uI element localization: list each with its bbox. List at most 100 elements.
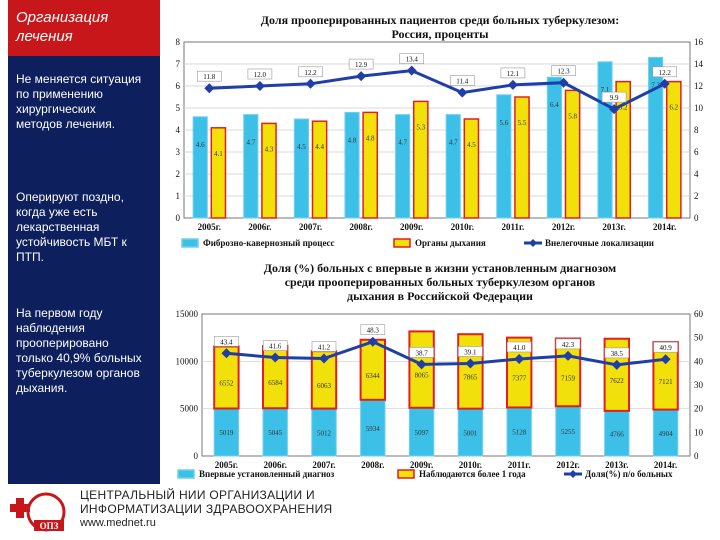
bar-observed-over-year — [359, 338, 387, 401]
bar-label-fibro: 4.6 — [196, 141, 205, 149]
x-tick-label: 2010г. — [451, 222, 474, 232]
x-tick-label: 2006г. — [248, 222, 271, 232]
bar-observed-over-year — [554, 337, 582, 408]
line-label-box — [449, 75, 475, 86]
x-tick-label: 2009г. — [410, 460, 433, 470]
line-label-box — [399, 53, 424, 64]
sidebar-panel: Организация лечения Не меняется ситуация… — [8, 0, 160, 484]
bar-label-respiratory: 4.4 — [315, 143, 324, 151]
line-point-label: 40.9 — [659, 344, 672, 352]
line-point — [221, 348, 232, 359]
x-tick-label: 2008г. — [349, 222, 372, 232]
y-tick-label: 15000 — [176, 309, 199, 319]
bar-fibro-cavernous — [496, 94, 512, 219]
legend-series-0-label: Впервые установленный диагноз — [199, 469, 335, 479]
bar-respiratory — [564, 89, 581, 219]
bar-respiratory — [615, 80, 632, 219]
chart-new-diagnosis-share: Доля (%) больных с впервые в жизни устан… — [176, 261, 704, 479]
line-point — [659, 78, 670, 89]
bar-label-new-diagnosis: 5934 — [366, 425, 381, 433]
chart-title: Доля (%) больных с впервые в жизни устан… — [264, 261, 616, 303]
y2-tick-label: 10 — [694, 427, 704, 437]
y-tick-label: 4 — [176, 125, 181, 135]
line-point-label: 9.9 — [610, 94, 619, 102]
line-point-label: 12.3 — [557, 68, 570, 76]
legend-series-2-label: Внелегочные локализации — [545, 238, 654, 248]
y2-tick-label: 10 — [694, 103, 704, 113]
bar-new-diagnosis — [652, 409, 679, 457]
bar-label-observed: 6552 — [219, 379, 234, 387]
y-tick-label: 7 — [176, 59, 181, 69]
legend-series-1-swatch — [397, 469, 415, 479]
bar-respiratory — [665, 80, 682, 219]
line-point-label: 48.3 — [367, 327, 380, 335]
y2-tick-label: 4 — [694, 169, 699, 179]
legend-series-2-marker — [569, 470, 577, 478]
line-label-box — [653, 341, 678, 353]
line-point — [204, 83, 215, 94]
y-tick-label: 8 — [176, 37, 181, 47]
bar-label-fibro: 7.3 — [651, 81, 660, 89]
bar-label-new-diagnosis: 5045 — [268, 429, 283, 437]
line-label-box — [458, 346, 483, 357]
y-tick-label: 3 — [176, 147, 181, 157]
line-point-label: 42.3 — [562, 341, 575, 349]
line-point-label: 38.7 — [415, 349, 428, 357]
footer: ОПЗ ЦЕНТРАЛЬНЫЙ НИИ ОРГАНИЗАЦИИ И ИНФОРМ… — [0, 486, 720, 540]
bar-label-fibro: 6.4 — [550, 101, 559, 109]
x-tick-label: 2014г. — [654, 460, 677, 470]
line-point — [609, 104, 620, 115]
bar-respiratory — [210, 127, 227, 219]
x-tick-label: 2011г. — [508, 460, 531, 470]
bar-new-diagnosis — [213, 407, 240, 457]
y-tick-label: 2 — [176, 169, 181, 179]
bar-new-diagnosis — [457, 408, 484, 457]
line-series — [226, 340, 666, 367]
bar-label-new-diagnosis: 4904 — [659, 430, 674, 438]
bar-new-diagnosis — [604, 410, 630, 457]
legend-series-1-label: Органы дыхания — [415, 238, 486, 248]
legend-series-0-swatch — [177, 469, 195, 479]
legend-series-2-marker — [529, 239, 537, 247]
bar-new-diagnosis — [311, 408, 337, 457]
line-point — [305, 78, 316, 89]
line-label-box — [311, 341, 337, 352]
bar-label-new-diagnosis: 5001 — [463, 429, 478, 437]
org-name-line2: ИНФОРМАТИЗАЦИИ ЗДРАВООХРАНЕНИЯ — [80, 502, 333, 516]
line-label-box — [551, 65, 576, 77]
institute-logo: ОПЗ — [10, 492, 66, 532]
line-point-label: 11.8 — [203, 73, 215, 81]
x-tick-label: 2007г. — [299, 222, 322, 232]
x-tick-label: 2006г. — [264, 460, 287, 470]
bar-label-fibro: 4.7 — [449, 139, 458, 147]
bar-respiratory — [412, 100, 429, 219]
bar-label-fibro: 7.1 — [601, 86, 610, 94]
line-point — [660, 354, 671, 365]
bar-label-respiratory: 5.8 — [568, 112, 577, 120]
bar-label-observed: 7622 — [610, 377, 625, 385]
line-point — [406, 65, 417, 76]
bar-label-fibro: 4.7 — [246, 139, 255, 147]
org-name-line1: ЦЕНТРАЛЬНЫЙ НИИ ОРГАНИЗАЦИИ И — [80, 488, 315, 502]
bar-new-diagnosis — [262, 407, 288, 457]
bar-fibro-cavernous — [395, 114, 411, 219]
org-website-link[interactable]: www.mednet.ru — [80, 517, 156, 529]
line-point-label: 11.4 — [456, 78, 468, 86]
bar-label-new-diagnosis: 5128 — [512, 429, 527, 437]
legend-series-0-swatch — [181, 238, 199, 248]
line-point — [457, 87, 468, 98]
y-tick-label: 6 — [176, 81, 181, 91]
line-point-label: 38.5 — [611, 350, 624, 358]
bar-label-observed: 7377 — [512, 375, 527, 383]
legend-series-1-label: Наблюдаются более 1 года — [419, 469, 526, 479]
bar-label-observed: 6344 — [366, 372, 381, 380]
bar-label-new-diagnosis: 5255 — [561, 428, 576, 436]
line-point — [507, 79, 518, 90]
y2-tick-label: 60 — [694, 309, 704, 319]
bar-respiratory — [362, 111, 379, 219]
bar-fibro-cavernous — [192, 116, 208, 219]
bar-respiratory — [463, 118, 480, 219]
line-label-box — [555, 338, 581, 350]
y2-tick-label: 30 — [694, 380, 704, 390]
bar-respiratory — [261, 122, 277, 219]
